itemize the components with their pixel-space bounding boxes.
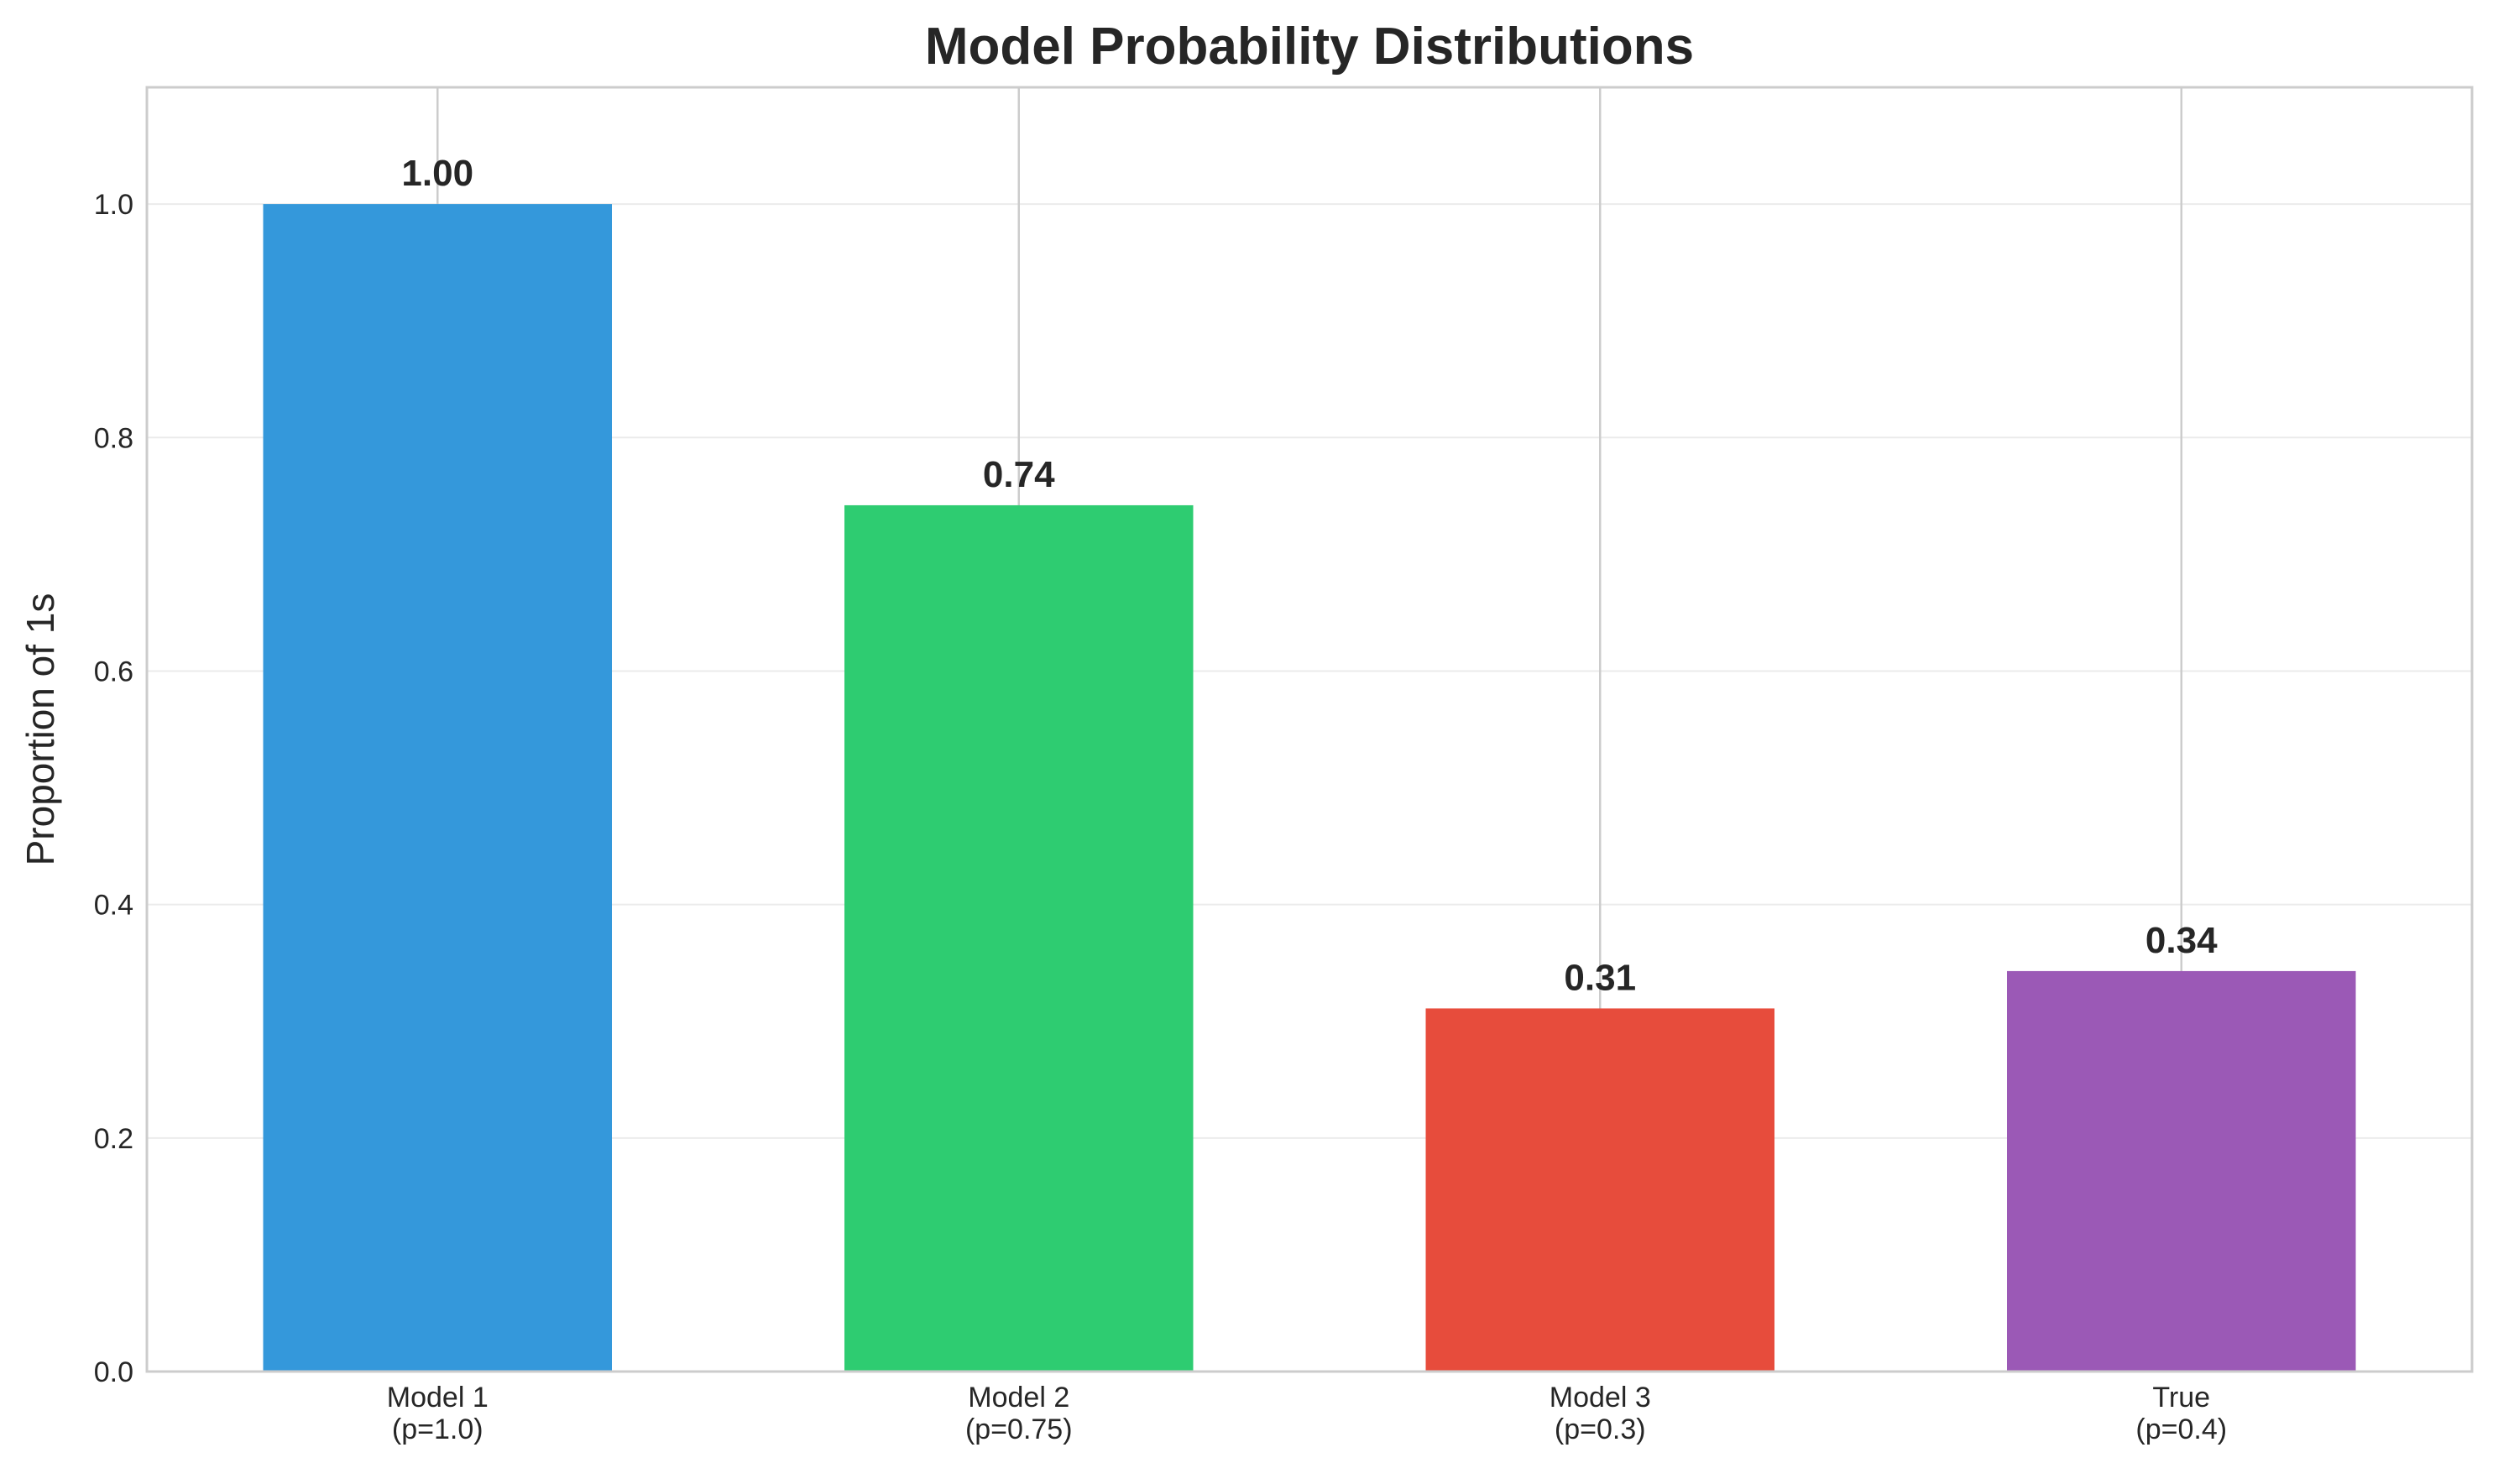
y-tick-label: 0.2 xyxy=(94,1123,133,1155)
x-tick-label: Model 3 xyxy=(1550,1382,1651,1413)
x-tick-label: True xyxy=(2152,1382,2210,1413)
data-label: 1.00 xyxy=(401,153,473,194)
plot-frame xyxy=(145,86,2474,1373)
y-tick-label: 1.0 xyxy=(94,189,133,221)
chart-title: Model Probability Distributions xyxy=(925,18,1694,76)
bar xyxy=(1425,1008,1774,1372)
bar xyxy=(844,504,1194,1372)
y-tick-label: 0.0 xyxy=(94,1356,133,1388)
y-axis-label: Proportion of 1s xyxy=(18,593,62,866)
x-tick-label: (p=1.0) xyxy=(392,1413,483,1445)
x-tick-label: Model 1 xyxy=(387,1382,489,1413)
y-tick-label: 0.8 xyxy=(94,422,133,454)
y-tick-label: 0.4 xyxy=(94,890,133,922)
x-tick-label: (p=0.4) xyxy=(2135,1413,2227,1445)
x-tick-label: (p=0.3) xyxy=(1555,1413,1646,1445)
bar xyxy=(263,204,612,1372)
x-tick-labels: Model 1(p=1.0)Model 2(p=0.75)Model 3(p=0… xyxy=(387,1382,2227,1445)
x-tick-label: Model 2 xyxy=(968,1382,1069,1413)
data-labels: 1.00 0.74 0.31 0.34 xyxy=(401,153,2218,998)
data-label: 0.74 xyxy=(983,454,1055,495)
bars xyxy=(263,204,2356,1372)
data-label: 0.34 xyxy=(2145,920,2218,961)
y-tick-label: 0.6 xyxy=(94,656,133,687)
x-tick-label: (p=0.75) xyxy=(965,1413,1073,1445)
y-tick-labels: 0.0 0.2 0.4 0.6 0.8 1.0 xyxy=(94,189,133,1388)
data-label: 0.31 xyxy=(1564,957,1636,998)
bar xyxy=(2007,970,2356,1372)
